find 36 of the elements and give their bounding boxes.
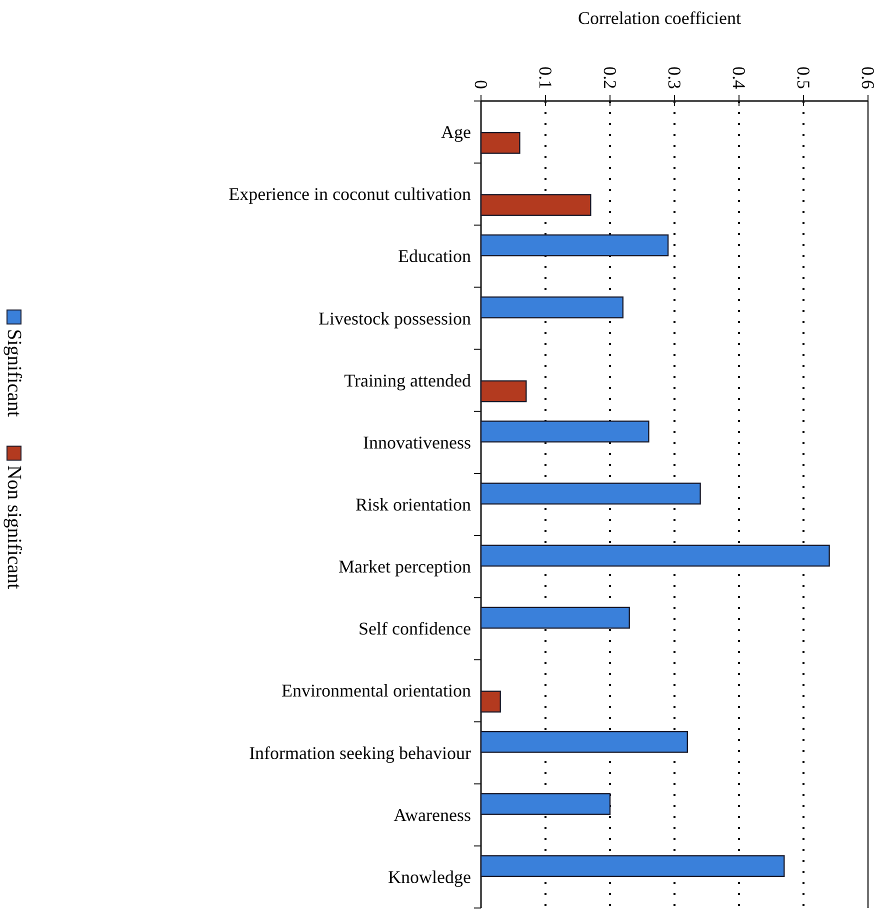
bar bbox=[480, 690, 501, 713]
x-tick-label: 0.2 bbox=[600, 66, 620, 89]
legend-label: Significant bbox=[3, 329, 25, 418]
y-tick-label: Knowledge bbox=[388, 866, 472, 887]
y-tick-label: Experience in coconut cultivation bbox=[228, 184, 471, 204]
x-tick-label: 0.3 bbox=[664, 66, 684, 89]
y-tick-label: Age bbox=[441, 122, 471, 142]
y-tick-label: Risk orientation bbox=[356, 494, 471, 514]
bar bbox=[480, 544, 830, 567]
bar bbox=[480, 296, 624, 318]
y-tick-label: Livestock possession bbox=[318, 308, 471, 328]
legend-label: Non significant bbox=[3, 465, 25, 590]
bar bbox=[480, 380, 527, 402]
bar bbox=[480, 132, 520, 154]
bar bbox=[480, 420, 650, 442]
x-tick-label: 0.6 bbox=[858, 66, 878, 89]
y-tick-label: Information seeking behaviour bbox=[249, 742, 471, 763]
bar bbox=[480, 730, 688, 753]
x-tick-label: 0.5 bbox=[794, 66, 814, 89]
y-tick-label: Innovativeness bbox=[363, 432, 471, 452]
bar bbox=[480, 234, 669, 256]
x-axis-title: Correlation coefficient bbox=[578, 8, 742, 28]
bar bbox=[480, 855, 785, 878]
y-tick-label: Market perception bbox=[338, 556, 471, 577]
y-tick-label: Awareness bbox=[394, 804, 471, 825]
bar bbox=[480, 606, 630, 629]
x-tick-label: 0.1 bbox=[536, 66, 556, 89]
y-tick-label: Education bbox=[398, 246, 471, 266]
y-tick-label: Environmental orientation bbox=[282, 680, 471, 701]
bar bbox=[480, 482, 701, 505]
y-tick-label: Training attended bbox=[344, 370, 471, 390]
x-tick-label: 0 bbox=[471, 80, 491, 89]
x-tick-label: 0.4 bbox=[729, 66, 749, 89]
bar bbox=[480, 793, 611, 815]
y-tick-label: Self confidence bbox=[358, 618, 472, 639]
bar bbox=[480, 194, 592, 216]
